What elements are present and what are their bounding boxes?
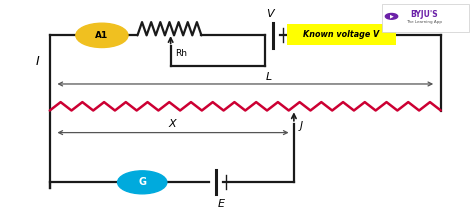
Text: BYJU'S: BYJU'S: [410, 10, 438, 19]
Text: J: J: [300, 121, 302, 131]
Circle shape: [385, 13, 398, 19]
Text: G: G: [138, 177, 146, 187]
FancyBboxPatch shape: [382, 4, 469, 32]
Text: Known voltage V: Known voltage V: [303, 30, 379, 39]
Text: Rh: Rh: [175, 49, 187, 58]
Text: V: V: [266, 9, 274, 19]
Text: X: X: [168, 119, 176, 129]
Text: E: E: [218, 199, 224, 209]
Circle shape: [118, 171, 167, 194]
Text: The Learning App: The Learning App: [406, 20, 442, 24]
Circle shape: [76, 23, 128, 48]
Text: I: I: [36, 55, 40, 68]
Text: A1: A1: [95, 31, 109, 40]
Text: ▶: ▶: [390, 14, 393, 19]
FancyBboxPatch shape: [287, 24, 396, 45]
Text: L: L: [266, 72, 272, 82]
